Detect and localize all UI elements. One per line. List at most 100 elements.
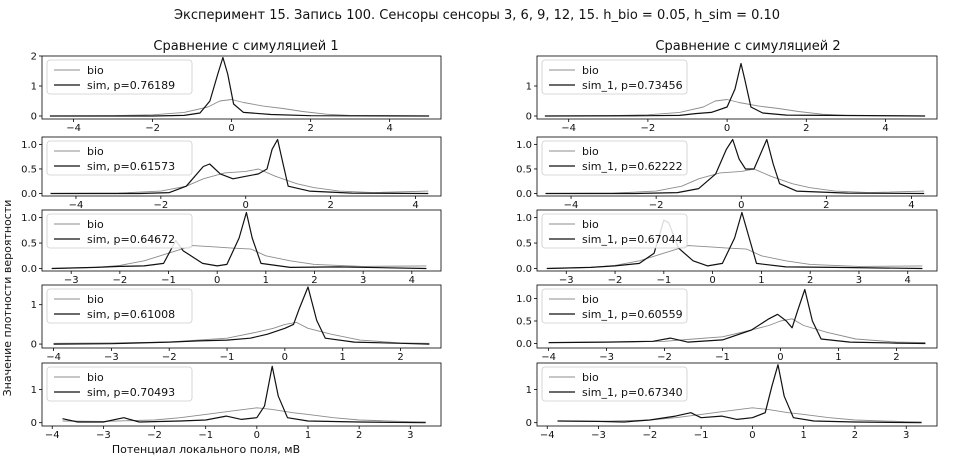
x-tick-label: 4 [409, 275, 415, 286]
x-tick-label: −2 [649, 200, 664, 211]
legend-box [46, 288, 193, 324]
y-tick-label: 1 [31, 385, 37, 396]
x-tick-label: −2 [657, 352, 672, 363]
x-tick-label: 2 [397, 352, 403, 363]
legend: bio sim_1, p=0.67340 [541, 366, 688, 402]
x-tick-label: 4 [908, 200, 914, 211]
legend-entry: bio [582, 218, 599, 231]
x-tick-label: 0 [749, 430, 755, 441]
figure-suptitle: Эксперимент 15. Запись 100. Сенсоры сенс… [174, 8, 780, 23]
column-title-right: Сравнение с симуляцией 2 [655, 39, 840, 54]
x-tick-label: 0 [777, 352, 783, 363]
legend-entry: bio [87, 293, 104, 306]
y-tick-label: 0 [31, 418, 37, 429]
legend-entry: sim, p=0.61008 [87, 308, 175, 321]
x-tick-label: −1 [694, 430, 709, 441]
legend-box [541, 366, 688, 402]
legend-entry: sim, p=0.61573 [87, 160, 175, 173]
subplot-0-3: −4 −3 −2 −1 0 1 2 0 1 bio sim, p=0.61008 [31, 284, 442, 363]
legend-box [541, 288, 688, 324]
legend-entry: bio [582, 64, 599, 77]
x-tick-label: 2 [356, 430, 362, 441]
legend-box [541, 140, 688, 176]
subplot-1-4: −4 −3 −2 −1 0 1 2 3 0 1 bio sim_1, p=0.67340 [526, 362, 938, 441]
y-tick-label: 1 [31, 300, 37, 311]
x-tick-label: −4 [561, 123, 576, 134]
x-tick-label: −4 [69, 200, 84, 211]
y-tick-label: 0.0 [516, 189, 532, 200]
x-tick-label: −1 [656, 275, 671, 286]
axes-frame [41, 209, 442, 272]
bio-line [53, 321, 430, 344]
x-tick-label: 2 [852, 430, 858, 441]
bio-line [546, 245, 923, 269]
x-tick-label: 2 [307, 123, 313, 134]
x-tick-label: 4 [882, 123, 888, 134]
bio-line [544, 99, 926, 117]
x-tick-label: 0 [738, 200, 744, 211]
x-tick-label: −4 [45, 430, 60, 441]
y-tick-label: 0.0 [21, 189, 37, 200]
x-tick-label: 1 [800, 430, 806, 441]
x-tick-label: 4 [412, 200, 418, 211]
x-tick-label: −1 [161, 275, 176, 286]
x-tick-label: 2 [803, 123, 809, 134]
sim-line [62, 365, 426, 424]
x-tick-label: −4 [46, 352, 61, 363]
x-tick-label: −4 [564, 200, 579, 211]
x-tick-label: −3 [104, 352, 119, 363]
x-tick-label: 4 [386, 123, 392, 134]
x-tick-label: −2 [147, 430, 162, 441]
bio-line [62, 407, 426, 423]
x-tick-label: 3 [360, 275, 366, 286]
axes-frame [536, 284, 938, 349]
y-tick-label: 0.0 [516, 264, 532, 275]
legend-box [46, 213, 193, 249]
legend: bio sim, p=0.76189 [46, 59, 193, 95]
legend-box [541, 59, 688, 95]
legend-entry: bio [87, 218, 104, 231]
legend: bio sim, p=0.64672 [46, 213, 193, 249]
column-title-left: Сравнение с симуляцией 1 [153, 39, 338, 54]
x-tick-label: −2 [641, 123, 656, 134]
x-tick-label: 2 [893, 352, 899, 363]
y-tick-label: 2 [31, 52, 37, 63]
axes-frame [41, 136, 442, 197]
x-tick-label: 3 [903, 430, 909, 441]
legend: bio sim, p=0.61008 [46, 288, 193, 324]
legend-entry: bio [87, 64, 104, 77]
legend-box [46, 59, 193, 95]
x-tick-label: 3 [856, 275, 862, 286]
x-tick-label: −3 [591, 430, 606, 441]
axes-frame [41, 284, 442, 349]
sim-line [548, 288, 926, 345]
x-tick-label: 2 [807, 275, 813, 286]
x-tick-label: 3 [407, 430, 413, 441]
legend: bio sim_1, p=0.62222 [541, 140, 688, 176]
x-tick-label: −2 [608, 275, 623, 286]
y-axis-label: Значение плотности вероятности [1, 200, 14, 397]
legend-box [541, 213, 688, 249]
subplot-grid: −4 −2 0 2 4 0 1 2 bio sim, p=0.76189 −4 −2 0 2 4 0.0 0.5… [21, 52, 938, 441]
x-tick-label: −3 [96, 430, 111, 441]
x-tick-label: −3 [599, 352, 614, 363]
bio-line [49, 99, 430, 117]
bio-line [545, 168, 925, 194]
legend-entry: bio [582, 371, 599, 384]
subplot-1-0: −4 −2 0 2 4 0 1 bio sim_1, p=0.73456 [526, 55, 938, 134]
x-tick-label: −2 [642, 430, 657, 441]
x-tick-label: −2 [162, 352, 177, 363]
sim-line [53, 286, 430, 345]
x-tick-label: 1 [758, 275, 764, 286]
y-tick-label: 1 [526, 385, 532, 396]
axes-frame [41, 362, 442, 427]
x-tick-label: 0 [228, 123, 234, 134]
x-tick-label: −3 [559, 275, 574, 286]
axes-frame [536, 55, 938, 120]
x-tick-label: 0 [724, 123, 730, 134]
x-tick-label: 0 [243, 200, 249, 211]
x-tick-label: 2 [327, 200, 333, 211]
legend-entry: sim, p=0.70493 [87, 386, 175, 399]
axes-frame [536, 209, 938, 272]
